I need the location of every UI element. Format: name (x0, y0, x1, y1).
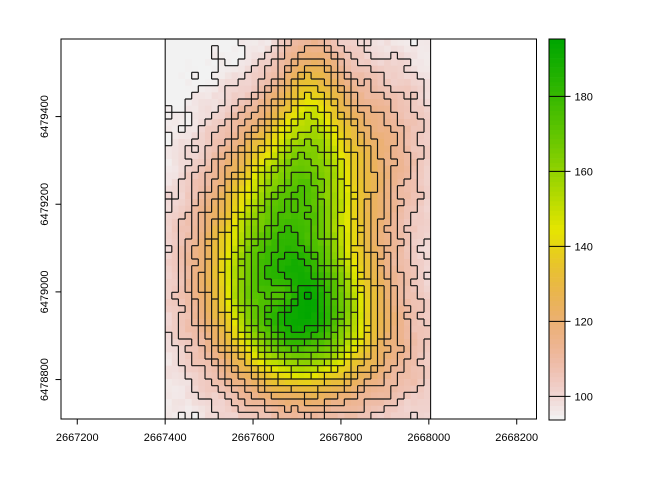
x-axis: 2667200 2667400 2667600 2667800 2668000 26682… (56, 419, 538, 444)
y-tick-label: 6479200 (39, 183, 51, 226)
x-tick-label: 2668200 (495, 432, 538, 444)
legend-outline (548, 38, 566, 421)
x-tick-label: 2667800 (320, 432, 363, 444)
x-tick-label: 2667600 (232, 432, 275, 444)
legend-tick-label: 120 (575, 316, 593, 328)
contour-lines (165, 39, 431, 419)
legend-tick-label: 180 (575, 91, 593, 103)
legend-tick-label: 140 (575, 241, 593, 253)
legend-tick-label: 100 (575, 391, 593, 403)
x-tick-label: 2668000 (407, 432, 450, 444)
legend-tick-label: 160 (575, 166, 593, 178)
legend-colorbar: 100 120 140 160 180 (548, 38, 593, 421)
raster-image (165, 39, 431, 420)
plot-box (60, 38, 537, 420)
y-tick-label: 6478800 (39, 358, 51, 401)
y-axis: 6478800 6479000 6479200 6479400 (39, 95, 61, 401)
x-tick-label: 2667400 (144, 432, 187, 444)
y-tick-label: 6479400 (39, 95, 51, 138)
x-tick-label: 2667200 (56, 432, 99, 444)
y-tick-label: 6479000 (39, 270, 51, 313)
